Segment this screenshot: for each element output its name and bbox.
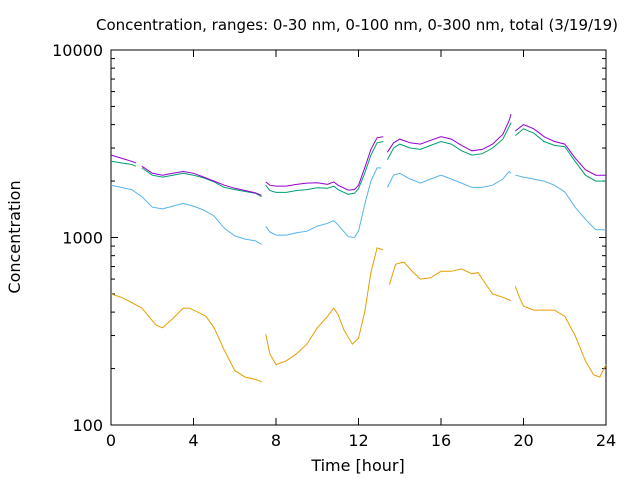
series-line-3 (141, 167, 262, 198)
series-line-2 (386, 170, 512, 188)
y-tick-label: 100 (72, 416, 103, 435)
series-line-1 (110, 293, 262, 383)
axis-ticks: 0 4 8 12 16 20 24 100 1000 10000 (52, 41, 616, 450)
series-line-3 (514, 128, 606, 182)
series-line-4 (514, 124, 606, 176)
series-line-3 (265, 141, 384, 195)
plot-area-frame (110, 49, 607, 426)
x-tick-label: 8 (271, 431, 281, 450)
x-tick-label: 16 (431, 431, 451, 450)
series-line-2 (110, 184, 262, 245)
y-axis-label: Concentration (5, 180, 24, 293)
series-line-4 (386, 113, 512, 153)
series-line-1 (388, 261, 512, 302)
x-tick-label: 12 (348, 431, 368, 450)
y-tick-label: 1000 (62, 229, 103, 248)
series-line-1 (265, 247, 384, 366)
y-tick-label: 10000 (52, 41, 103, 60)
series-layer (110, 113, 607, 383)
series-line-3 (386, 122, 512, 160)
x-axis-label: Time [hour] (310, 456, 404, 475)
chart-title: Concentration, ranges: 0-30 nm, 0-100 nm… (96, 16, 618, 34)
series-line-4 (265, 136, 384, 191)
x-tick-label: 24 (596, 431, 616, 450)
x-tick-label: 4 (188, 431, 198, 450)
series-line-2 (265, 167, 382, 239)
series-line-4 (141, 165, 262, 196)
series-line-2 (515, 174, 606, 231)
x-tick-label: 0 (106, 431, 116, 450)
x-tick-label: 20 (513, 431, 533, 450)
series-line-4 (110, 154, 136, 164)
series-line-1 (514, 286, 607, 378)
series-line-3 (110, 160, 136, 167)
